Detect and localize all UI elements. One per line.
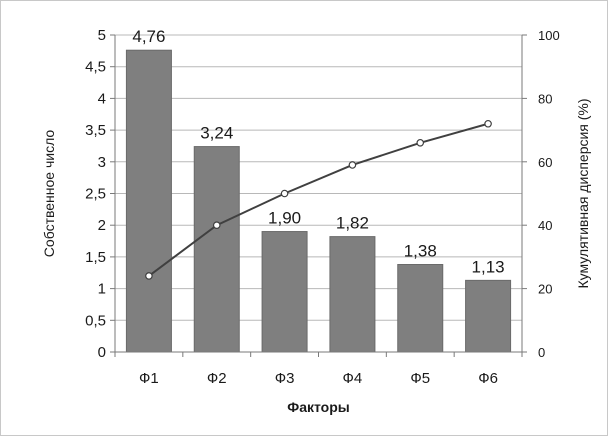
y-tick-label: 2,5 xyxy=(85,186,106,203)
y2-tick-label: 100 xyxy=(538,28,560,43)
y2-tick-label: 0 xyxy=(538,345,545,360)
y-tick-label: 1,5 xyxy=(85,249,106,266)
cumulative-point xyxy=(416,138,425,147)
cumulative-point xyxy=(484,119,492,128)
bar-data-label: 1,82 xyxy=(336,214,369,233)
x-tick-label: Ф6 xyxy=(478,370,498,387)
bar-data-label: 1,38 xyxy=(404,242,437,261)
bar-data-label: 1,13 xyxy=(472,257,505,276)
cumulative-point xyxy=(145,272,153,280)
y-axis-title: Собственное число xyxy=(41,130,57,258)
x-tick-label: Ф3 xyxy=(275,370,295,387)
y2-tick-label: 60 xyxy=(538,155,552,170)
bar xyxy=(329,236,376,353)
y-tick-label: 4,5 xyxy=(85,59,106,76)
y2-axis-title: Кумулятивная дисперсия (%) xyxy=(575,98,591,288)
cumulative-point xyxy=(280,189,289,198)
y-tick-label: 3,5 xyxy=(85,122,106,139)
bar-data-label: 3,24 xyxy=(200,124,233,143)
x-tick-label: Ф2 xyxy=(207,370,227,387)
x-tick-label: Ф4 xyxy=(343,370,363,387)
bar xyxy=(261,231,308,353)
bar xyxy=(193,146,240,353)
cumulative-point xyxy=(348,161,357,169)
bar-data-label: 4,76 xyxy=(132,27,165,46)
bar xyxy=(125,49,172,353)
y-tick-label: 4 xyxy=(98,90,106,107)
bar xyxy=(397,264,444,353)
y2-tick-label: 20 xyxy=(538,282,552,297)
bar xyxy=(465,279,512,353)
bar-data-label: 1,90 xyxy=(268,209,301,228)
y-tick-label: 5 xyxy=(98,27,106,44)
y2-tick-label: 80 xyxy=(538,91,552,106)
x-tick-label: Ф1 xyxy=(139,370,159,387)
cumulative-point xyxy=(212,221,221,230)
y-tick-label: 2 xyxy=(98,217,106,234)
x-tick-label: Ф5 xyxy=(410,370,430,387)
y-tick-label: 0,5 xyxy=(85,312,106,329)
y-tick-label: 3 xyxy=(98,154,106,171)
y-tick-label: 0 xyxy=(98,344,106,361)
x-axis-title: Факторы xyxy=(287,399,349,415)
y2-tick-label: 40 xyxy=(538,218,552,233)
y-tick-label: 1 xyxy=(98,281,106,298)
cumulative-line xyxy=(148,122,489,277)
